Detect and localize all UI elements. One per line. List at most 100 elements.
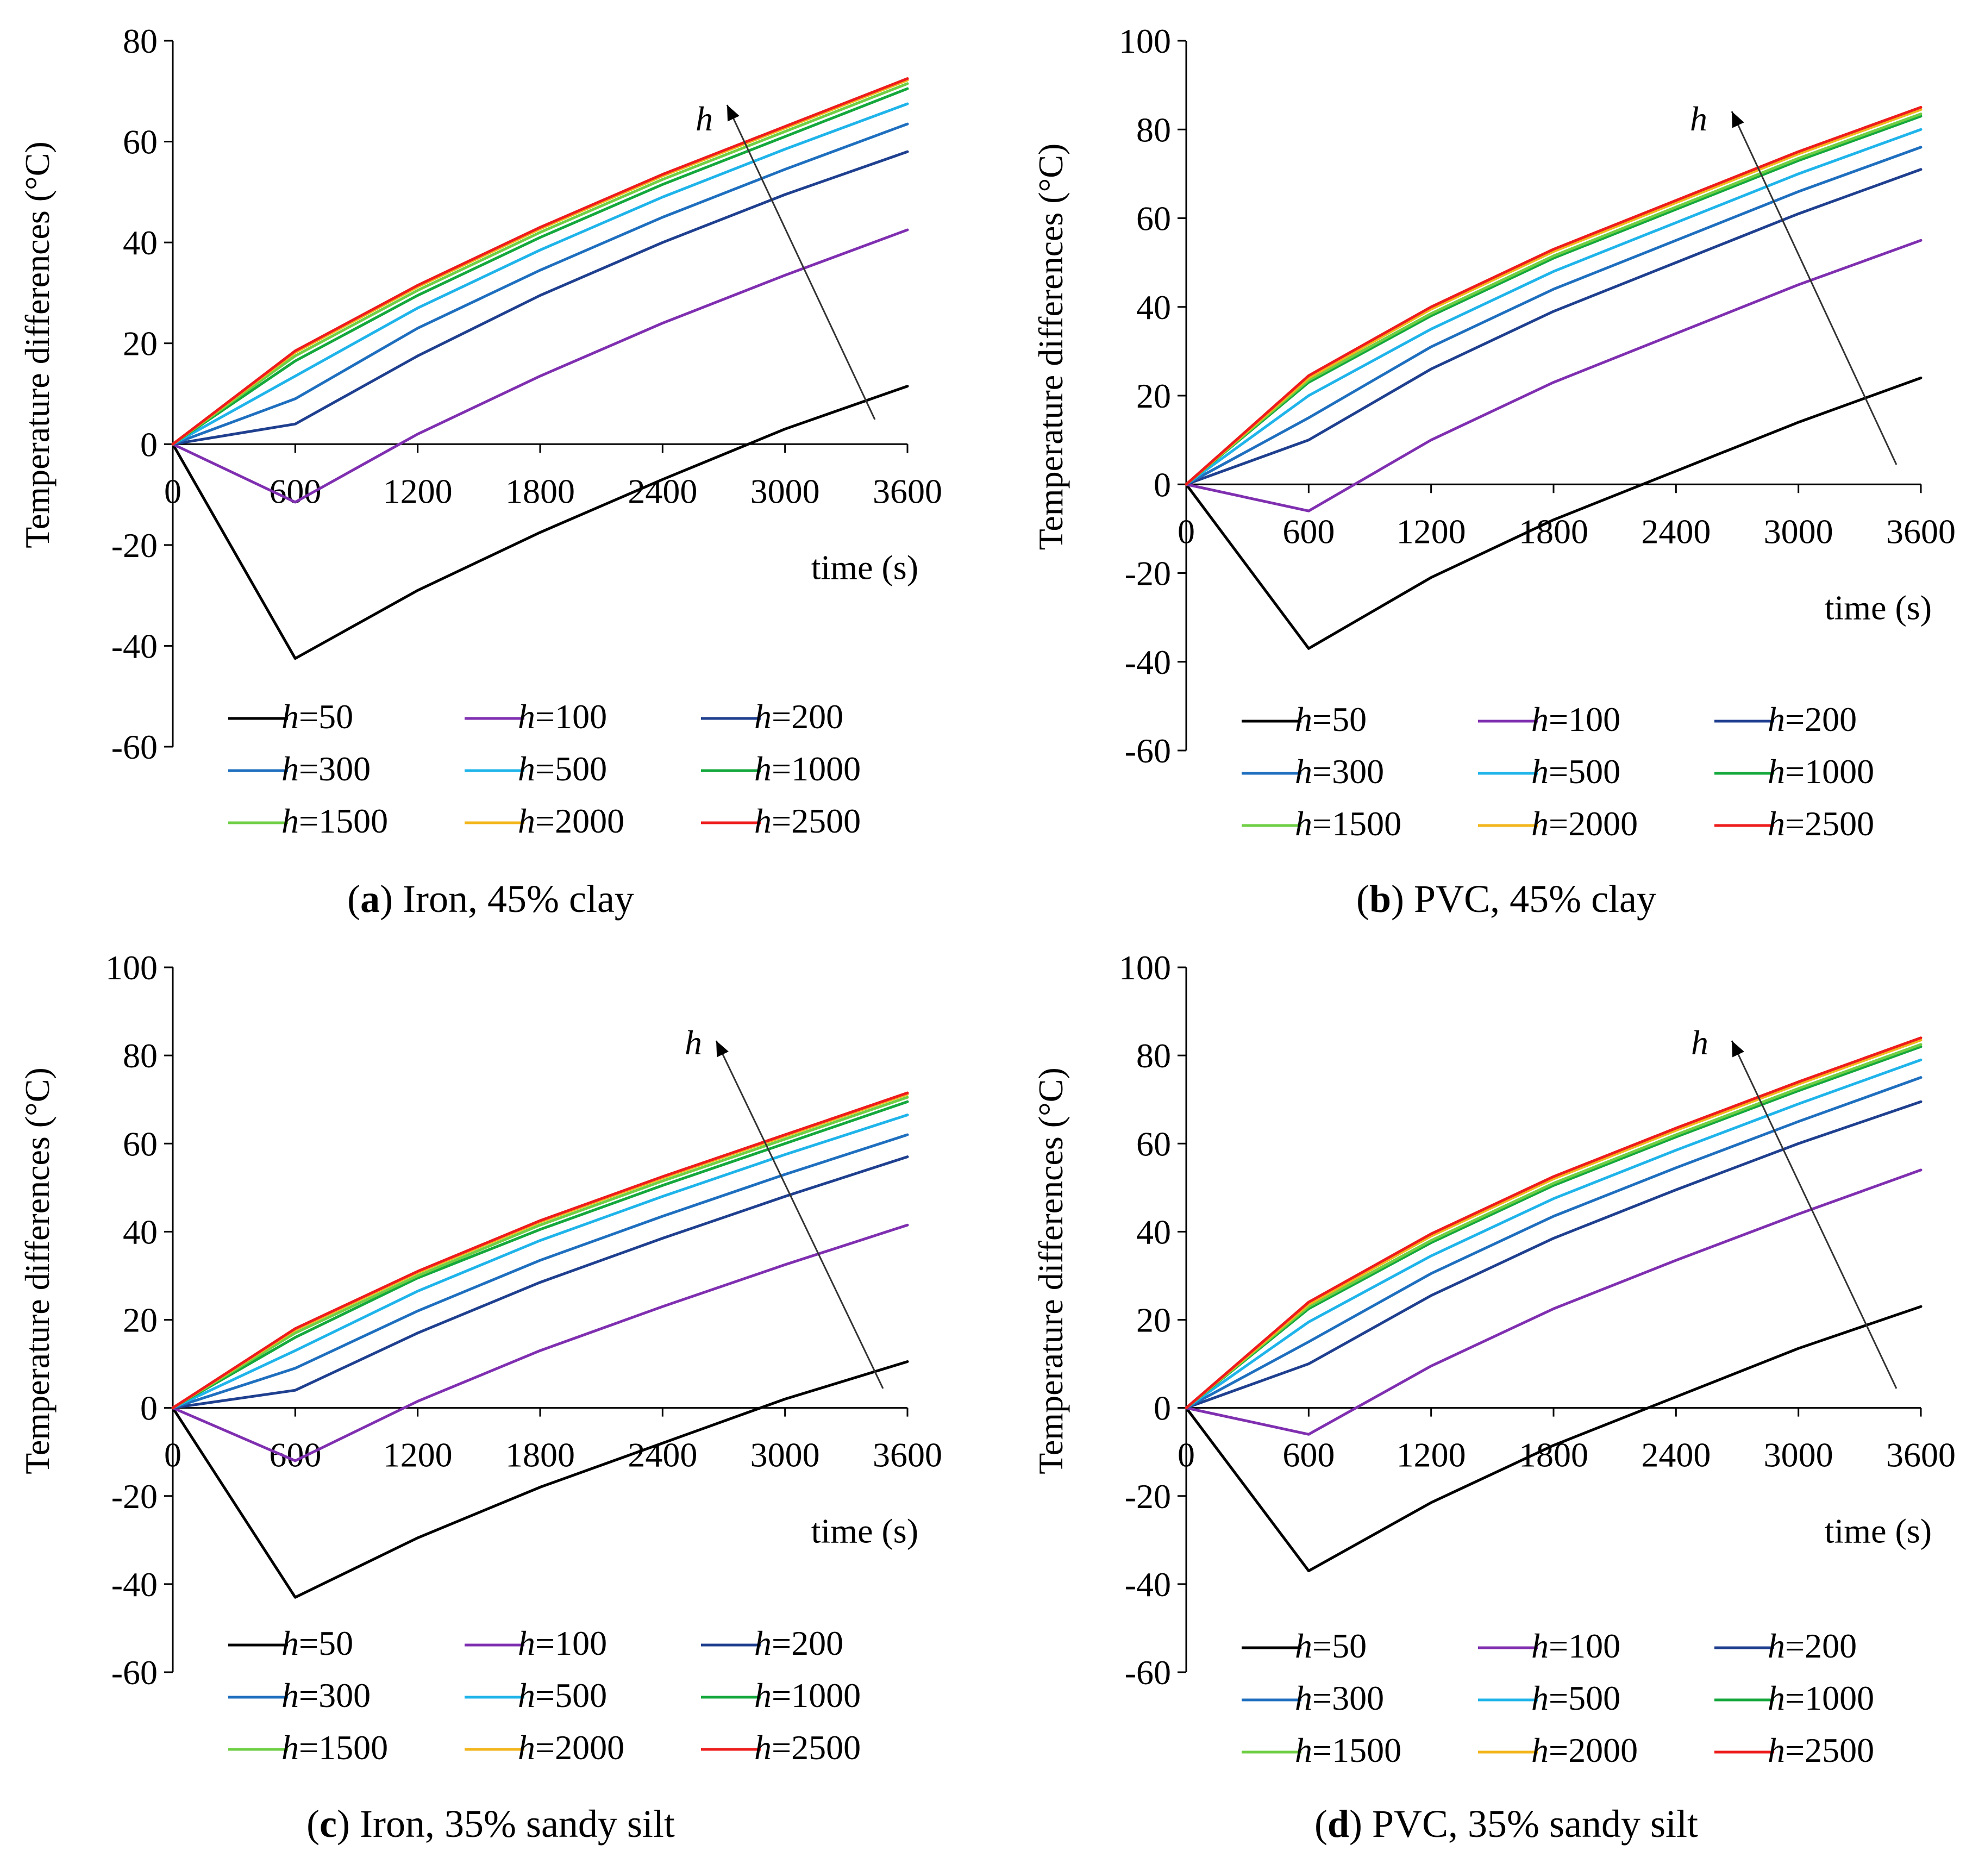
y-axis-label: Temperature differences (°C) bbox=[1031, 1067, 1070, 1474]
legend-label: h=1500 bbox=[281, 802, 388, 840]
legend-value: =1000 bbox=[1785, 1679, 1874, 1717]
y-tick-label: 100 bbox=[105, 948, 158, 987]
caption-open-paren: ( bbox=[306, 1802, 320, 1846]
trend-arrow-head bbox=[1732, 1041, 1744, 1058]
series-line-d-4 bbox=[1185, 1058, 1923, 1410]
legend-variable: h bbox=[754, 749, 772, 788]
series-line-a-3 bbox=[171, 122, 909, 446]
trend-arrow-head bbox=[716, 1041, 729, 1058]
legend-value: =2500 bbox=[1785, 804, 1874, 843]
legend-value: =100 bbox=[535, 697, 607, 736]
legend-variable: h bbox=[1295, 1627, 1312, 1665]
legend-variable: h bbox=[281, 802, 299, 840]
series-line-a-4 bbox=[171, 102, 909, 446]
x-tick-label: 3600 bbox=[873, 1436, 942, 1474]
series-line-b-1 bbox=[1185, 239, 1923, 512]
x-axis-label: time (s) bbox=[1825, 1512, 1932, 1550]
legend-label: h=2000 bbox=[1531, 1731, 1638, 1769]
y-tick-label: -20 bbox=[1125, 554, 1171, 593]
legend-item: h=500 bbox=[1478, 1679, 1620, 1717]
panel-caption: (d) PVC, 35% sandy silt bbox=[1314, 1802, 1698, 1846]
series-line-c-6 bbox=[171, 1096, 909, 1410]
panel-caption: (a) Iron, 45% clay bbox=[347, 877, 634, 921]
y-tick-label: 20 bbox=[123, 324, 158, 363]
legend-value: =500 bbox=[1549, 752, 1620, 791]
caption-panel-letter: c bbox=[320, 1802, 337, 1846]
legend-label: h=1000 bbox=[754, 749, 861, 788]
legend-variable: h bbox=[1768, 1679, 1785, 1717]
legend-item: h=200 bbox=[1714, 1627, 1857, 1665]
caption-panel-letter: a bbox=[360, 877, 380, 921]
legend-item: h=2500 bbox=[1714, 1731, 1874, 1769]
legend-variable: h bbox=[1531, 752, 1549, 791]
legend-label: h=300 bbox=[281, 1676, 371, 1715]
x-tick-label: 0 bbox=[1178, 1436, 1195, 1474]
legend-item: h=2500 bbox=[701, 802, 861, 840]
trend-arrow-line bbox=[1731, 111, 1898, 465]
trend-arrow-line bbox=[715, 1040, 884, 1389]
legend-label: h=500 bbox=[518, 749, 607, 788]
legend-label: h=500 bbox=[1531, 1679, 1620, 1717]
legend-variable: h bbox=[281, 1624, 299, 1662]
x-tick-label: 1800 bbox=[505, 472, 575, 510]
y-axis-label: Temperature differences (°C) bbox=[18, 1067, 57, 1474]
legend-item: h=50 bbox=[228, 1624, 353, 1662]
legend-item: h=500 bbox=[465, 749, 607, 788]
legend-item: h=300 bbox=[228, 749, 371, 788]
legend-item: h=300 bbox=[1242, 1679, 1384, 1717]
series-line-a-8 bbox=[171, 77, 909, 446]
legend-variable: h bbox=[1531, 1731, 1549, 1769]
legend-item: h=300 bbox=[228, 1676, 371, 1715]
legend-item: h=200 bbox=[1714, 700, 1857, 739]
y-tick-label: 0 bbox=[1154, 1389, 1171, 1428]
legend-value: =100 bbox=[1549, 1627, 1620, 1665]
legend-variable: h bbox=[518, 1676, 535, 1715]
x-axis-label: time (s) bbox=[1825, 588, 1932, 627]
legend-value: =500 bbox=[535, 749, 607, 788]
trend-arrow-head bbox=[727, 105, 740, 122]
legend-variable: h bbox=[518, 1728, 535, 1767]
y-tick-label: -60 bbox=[1125, 1653, 1171, 1692]
caption-text: ) PVC, 35% sandy silt bbox=[1349, 1802, 1698, 1846]
legend-label: h=100 bbox=[1531, 700, 1620, 739]
legend-variable: h bbox=[754, 1728, 772, 1767]
legend-item: h=200 bbox=[701, 697, 843, 736]
y-tick-label: 60 bbox=[1136, 1124, 1171, 1163]
legend-value: =2000 bbox=[1549, 804, 1638, 843]
legend-value: =100 bbox=[535, 1624, 607, 1662]
legend-item: h=1500 bbox=[1242, 1731, 1401, 1769]
legend-variable: h bbox=[754, 1676, 772, 1715]
legend-item: h=1000 bbox=[1714, 1679, 1874, 1717]
legend-item: h=50 bbox=[228, 697, 353, 736]
caption-text: ) Iron, 45% clay bbox=[380, 877, 634, 921]
legend-label: h=2000 bbox=[1531, 804, 1638, 843]
y-tick-label: -60 bbox=[111, 1653, 158, 1692]
legend-label: h=500 bbox=[518, 1676, 607, 1715]
caption-open-paren: ( bbox=[1356, 877, 1369, 921]
legend-item: h=100 bbox=[465, 1624, 607, 1662]
legend-item: h=1500 bbox=[228, 1728, 388, 1767]
legend-item: h=500 bbox=[1478, 752, 1620, 791]
legend-variable: h bbox=[1295, 700, 1312, 739]
series-line-c-8 bbox=[171, 1091, 909, 1410]
legend-label: h=200 bbox=[754, 697, 843, 736]
x-tick-label: 0 bbox=[164, 1436, 181, 1474]
legend-item: h=200 bbox=[701, 1624, 843, 1662]
series-line-b-5 bbox=[1185, 115, 1923, 486]
legend-label: h=500 bbox=[1531, 752, 1620, 791]
legend-value: =1500 bbox=[299, 802, 388, 840]
x-tick-label: 2400 bbox=[628, 1436, 697, 1474]
legend-label: h=1000 bbox=[754, 1676, 861, 1715]
series-line-b-4 bbox=[1185, 128, 1923, 486]
legend-item: h=100 bbox=[1478, 700, 1620, 739]
legend-label: h=2500 bbox=[1768, 804, 1874, 843]
series-line-a-1 bbox=[171, 228, 909, 504]
legend-value: =200 bbox=[772, 1624, 843, 1662]
legend-value: =200 bbox=[1785, 1627, 1857, 1665]
legend-label: h=1000 bbox=[1768, 1679, 1874, 1717]
legend-variable: h bbox=[1295, 1731, 1312, 1769]
series-line-a-6 bbox=[171, 82, 909, 446]
y-tick-label: -40 bbox=[111, 627, 158, 665]
legend-variable: h bbox=[1768, 752, 1785, 791]
trend-arrow-line bbox=[726, 104, 876, 420]
